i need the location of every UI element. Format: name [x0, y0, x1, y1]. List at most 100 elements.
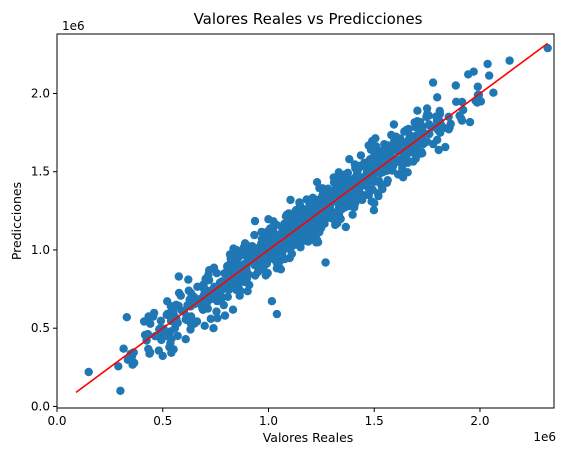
scatter-point: [226, 275, 235, 285]
scatter-point: [206, 314, 215, 323]
scatter-point: [224, 285, 234, 295]
scatter-point: [464, 70, 473, 79]
scatter-point: [543, 43, 552, 53]
scatter-point: [402, 145, 411, 154]
scatter-point: [476, 97, 486, 106]
scatter-point: [368, 185, 377, 194]
scatter-point: [395, 157, 404, 167]
x-axis-offset-label: 1e6: [533, 430, 556, 444]
scatter-point: [366, 145, 376, 154]
y-axis-ticks: 0.0 0.5 1.0 1.5 2.0: [31, 86, 57, 413]
scatter-point: [297, 238, 306, 247]
scatter-point: [209, 324, 218, 333]
scatter-point: [436, 120, 446, 129]
scatter-point: [343, 168, 353, 177]
scatter-point: [370, 199, 379, 208]
scatter-point: [220, 311, 230, 320]
scatter-point: [457, 97, 467, 107]
scatter-points: [84, 43, 552, 395]
axes-frame: [56, 33, 555, 409]
y-axis-label: Predicciones: [9, 182, 24, 260]
scatter-point: [250, 230, 259, 240]
x-tick-label: 1.0: [259, 414, 278, 428]
scatter-point: [428, 78, 438, 87]
scatter-point: [435, 109, 445, 119]
y-tick-label: 0.0: [31, 399, 50, 413]
scatter-point: [375, 150, 384, 159]
scatter-point: [169, 345, 178, 354]
scatter-point: [383, 166, 392, 175]
scatter-point: [289, 216, 299, 225]
scatter-point: [261, 271, 270, 280]
scatter-point: [171, 320, 180, 329]
scatter-point: [268, 236, 278, 245]
scatter-point: [221, 269, 230, 278]
scatter-point: [228, 305, 238, 314]
scatter-point: [338, 185, 347, 195]
y-axis-offset-label: 1e6: [62, 19, 85, 33]
scatter-point: [413, 106, 422, 115]
scatter-point: [321, 258, 330, 267]
scatter-point: [415, 127, 424, 136]
scatter-point: [362, 180, 371, 189]
scatter-point: [212, 269, 221, 278]
scatter-point: [422, 137, 432, 146]
scatter-point: [269, 217, 278, 226]
scatter-point: [505, 56, 514, 65]
scatter-point: [309, 199, 319, 208]
scatter-point: [345, 155, 354, 164]
scatter-point: [114, 362, 123, 371]
scatter-point: [489, 88, 498, 97]
scatter-point: [223, 261, 233, 270]
scatter-point: [213, 314, 222, 323]
scatter-point: [219, 300, 228, 310]
scatter-point: [84, 367, 93, 377]
scatter-point: [181, 335, 190, 344]
scatter-point: [145, 348, 155, 357]
scatter-point: [369, 206, 379, 215]
scatter-point: [158, 351, 167, 361]
scatter-point: [233, 249, 242, 258]
chart-title: Valores Reales vs Predicciones: [194, 10, 423, 28]
scatter-point: [341, 222, 350, 232]
x-tick-label: 0.5: [153, 414, 172, 428]
scatter-point: [372, 177, 381, 186]
scatter-point: [446, 119, 455, 129]
scatter-point: [151, 332, 160, 341]
scatter-point: [207, 293, 217, 303]
scatter-point: [146, 319, 155, 328]
scatter-point: [184, 275, 193, 284]
scatter-point: [242, 271, 252, 280]
scatter-point: [452, 97, 461, 107]
scatter-point: [389, 120, 399, 129]
scatter-point: [174, 301, 183, 311]
scatter-point: [348, 210, 357, 219]
scatter-point: [272, 309, 282, 319]
scatter-point: [250, 216, 260, 226]
reference-line: [75, 42, 549, 393]
x-tick-label: 1.5: [365, 414, 384, 428]
scatter-point: [295, 198, 304, 207]
scatter-point: [434, 145, 443, 155]
scatter-point: [338, 204, 347, 213]
x-axis-label: Valores Reales: [263, 430, 354, 445]
scatter-point: [347, 192, 356, 201]
scatter-point: [485, 71, 494, 80]
scatter-point: [389, 158, 398, 167]
scatter-point: [174, 272, 183, 281]
scatter-point: [149, 312, 158, 321]
scatter-point: [272, 258, 281, 267]
scatter-point: [371, 134, 380, 143]
scatter-point: [200, 285, 209, 294]
scatter-point: [243, 287, 252, 296]
scatter-point: [398, 173, 408, 182]
scatter-point: [319, 188, 328, 197]
reference-line-group: [75, 42, 549, 393]
scatter-point: [128, 360, 137, 369]
scatter-point: [423, 109, 432, 119]
scatter-point: [119, 344, 128, 353]
scatter-point: [176, 291, 185, 300]
scatter-point: [366, 159, 376, 168]
scatter-point: [404, 124, 413, 134]
x-tick-label: 2.0: [470, 414, 489, 428]
